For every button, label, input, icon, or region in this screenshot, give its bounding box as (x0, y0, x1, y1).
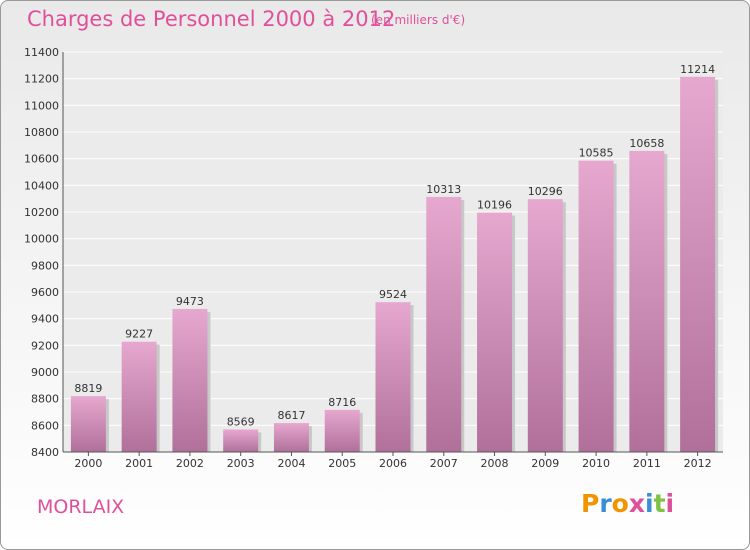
bar-2005 (324, 409, 360, 452)
bar-value-label: 10585 (579, 147, 614, 160)
x-tick-label: 2011 (633, 457, 661, 470)
chart-subtitle: (en milliers d'€) (371, 13, 466, 27)
logo-letter: i (645, 489, 654, 518)
y-tick-label: 10800 (24, 126, 59, 139)
bar-value-label: 10658 (629, 137, 664, 150)
y-tick-label: 9600 (31, 286, 59, 299)
bar-value-label: 9227 (125, 328, 153, 341)
logo-letter: r (599, 489, 612, 518)
bar-value-label: 8569 (227, 415, 255, 428)
bar-value-label: 9524 (379, 288, 407, 301)
bar-2012 (680, 76, 716, 453)
y-tick-label: 9000 (31, 366, 59, 379)
bar-2006 (375, 302, 411, 452)
x-tick-label: 2005 (328, 457, 356, 470)
x-tick-label: 2002 (176, 457, 204, 470)
x-tick-label: 2001 (125, 457, 153, 470)
bar-value-label: 8617 (277, 409, 305, 422)
y-tick-label: 9400 (31, 313, 59, 326)
x-tick-label: 2009 (531, 457, 559, 470)
bar-2011 (629, 150, 665, 452)
axes: 8400 8600 8800 9000 9200 9400 9600 9800 10000 102… (24, 46, 723, 470)
x-tick-label: 2003 (227, 457, 255, 470)
bar-value-label: 10196 (477, 199, 512, 212)
y-tick-label: 8400 (31, 446, 59, 459)
y-tick-label: 11400 (24, 46, 59, 59)
y-tick-label: 10000 (24, 233, 59, 246)
x-tick-label: 2007 (430, 457, 458, 470)
y-tick-label: 9200 (31, 339, 59, 352)
bar-2003 (223, 429, 259, 452)
bar-value-label: 9473 (176, 295, 204, 308)
logo-letter: P (581, 489, 600, 518)
bars: 8819 9227 9473 8569 8617 8716 9524 10313 10196 10… (70, 63, 719, 453)
x-tick-label: 2004 (277, 457, 305, 470)
bar-value-label: 10313 (426, 183, 461, 196)
bar-2002 (172, 308, 208, 452)
bar-value-label: 8716 (328, 396, 356, 409)
bar-value-label: 8819 (74, 382, 102, 395)
bar-2000 (70, 396, 106, 452)
bar-value-label: 11214 (680, 63, 715, 76)
x-tick-label: 2000 (74, 457, 102, 470)
y-tick-label: 10200 (24, 206, 59, 219)
bar-2010 (578, 160, 614, 452)
proxiti-logo: Proxiti (581, 489, 674, 518)
logo-letter: i (665, 489, 675, 518)
chart-title: Charges de Personnel 2000 à 2012 (27, 7, 396, 31)
bar-2007 (426, 196, 462, 452)
y-tick-label: 10400 (24, 179, 59, 192)
y-tick-label: 10600 (24, 153, 59, 166)
x-tick-label: 2012 (684, 457, 712, 470)
city-name: MORLAIX (37, 496, 125, 518)
x-tick-label: 2010 (582, 457, 610, 470)
logo-letter: x (628, 489, 645, 518)
y-tick-label: 8600 (31, 419, 59, 432)
x-tick-label: 2008 (481, 457, 509, 470)
y-tick-label: 9800 (31, 259, 59, 272)
bar-2009 (527, 199, 563, 452)
logo-letter: o (611, 489, 629, 518)
bar-2008 (477, 212, 513, 452)
bar-2004 (273, 423, 309, 452)
y-tick-label: 8800 (31, 393, 59, 406)
y-tick-label: 11000 (24, 99, 59, 112)
x-tick-label: 2006 (379, 457, 407, 470)
bar-2001 (121, 341, 157, 452)
y-tick-label: 11200 (24, 73, 59, 86)
logo-letter: t (653, 489, 666, 518)
bar-value-label: 10296 (528, 185, 563, 198)
